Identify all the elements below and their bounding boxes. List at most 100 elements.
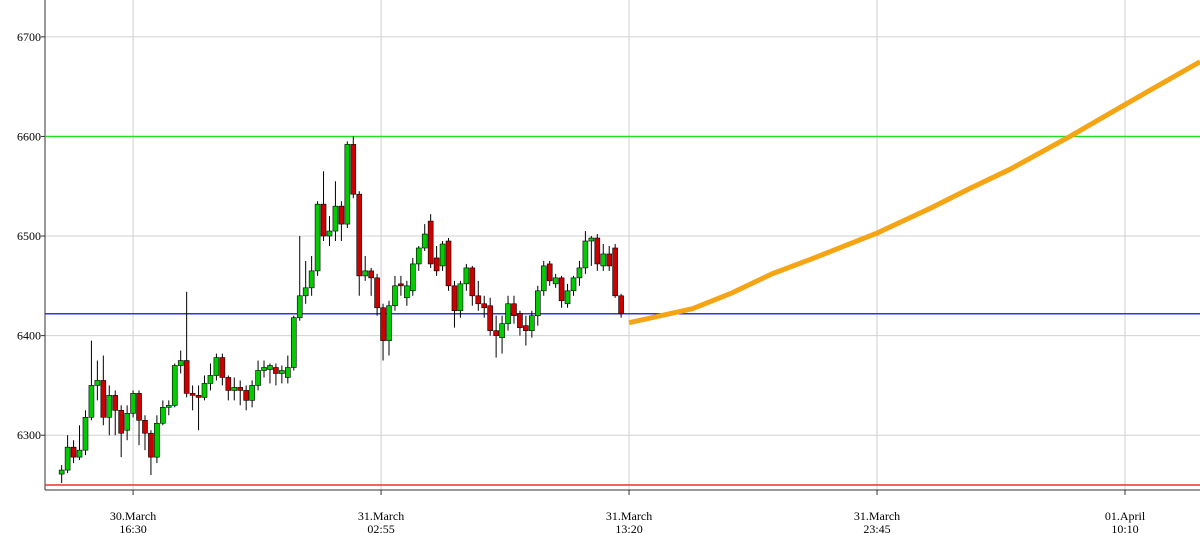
candle-body — [487, 305, 493, 331]
candle-body — [213, 357, 220, 376]
candle-body — [308, 270, 315, 289]
candle-body — [558, 277, 565, 302]
candle-body — [100, 380, 107, 418]
candle-body — [171, 365, 178, 406]
candle-body — [290, 317, 297, 368]
candle-body — [618, 295, 624, 315]
candle-body — [225, 377, 232, 391]
candle-body — [320, 203, 327, 237]
candle-body — [594, 237, 601, 265]
candle-body — [118, 410, 124, 434]
candle-body — [231, 387, 238, 391]
candle-body — [183, 360, 190, 394]
candle-body — [410, 263, 416, 292]
y-tick-label: 6700 — [17, 30, 41, 44]
candle-body — [136, 393, 142, 421]
candle-body — [201, 383, 208, 398]
candle-body — [338, 205, 345, 225]
candle-body — [517, 313, 523, 328]
candle-body — [160, 407, 166, 424]
y-tick-label: 6500 — [17, 229, 41, 243]
candle-body — [70, 446, 77, 458]
candle-body — [326, 230, 333, 237]
candle-body — [279, 370, 285, 374]
candle-body — [142, 419, 148, 434]
x-tick-label: 23:45 — [863, 522, 890, 533]
candle-body — [564, 290, 571, 305]
candle-body — [606, 253, 613, 267]
x-tick-label: 02:55 — [367, 522, 394, 533]
candle-body — [165, 405, 172, 408]
candle-body — [523, 325, 529, 331]
candle-body — [249, 385, 255, 401]
y-tick-label: 6600 — [17, 129, 41, 143]
candle-body — [368, 270, 374, 279]
candle-body — [588, 237, 595, 242]
candle-body — [64, 446, 71, 471]
candle-body — [505, 303, 511, 324]
candle-body — [475, 295, 482, 305]
candle-body — [540, 265, 547, 292]
candle-body — [445, 240, 452, 287]
candle-body — [267, 365, 273, 370]
candle-body — [427, 220, 434, 265]
candle-body — [296, 295, 303, 319]
candle-body — [273, 367, 279, 374]
x-tick-label: 30.March — [110, 509, 156, 523]
y-tick-label: 6300 — [17, 428, 41, 442]
candle-body — [356, 193, 363, 277]
candle-body — [529, 315, 535, 331]
candle-body — [433, 257, 440, 272]
candle-body — [570, 277, 577, 292]
x-tick-label: 10:10 — [1111, 522, 1138, 533]
candle-body — [130, 393, 136, 414]
candle-body — [493, 330, 499, 336]
candle-body — [600, 253, 607, 267]
candle-body — [106, 395, 113, 418]
candle-body — [112, 395, 119, 411]
candle-body — [612, 247, 618, 297]
candle-body — [546, 263, 553, 282]
candle-body — [552, 277, 559, 285]
candle-body — [469, 267, 476, 297]
candle-body — [219, 357, 226, 378]
x-tick-label: 16:30 — [119, 522, 146, 533]
candle-body — [207, 375, 214, 384]
candle-body — [386, 305, 392, 341]
candle-body — [463, 267, 470, 285]
x-tick-label: 31.March — [606, 509, 652, 523]
candle-body — [124, 413, 130, 431]
forecast-line — [628, 59, 1200, 326]
candle-body — [344, 144, 351, 225]
candle-body — [261, 367, 267, 371]
x-tick-label: 31.March — [854, 509, 900, 523]
x-tick-label: 13:20 — [615, 522, 642, 533]
candle-body — [451, 285, 458, 312]
candle-body — [511, 303, 517, 317]
candle-body — [255, 370, 261, 386]
candle-body — [499, 323, 505, 338]
candle-body — [404, 285, 410, 299]
candle-body — [148, 432, 154, 458]
candle-body — [392, 285, 398, 307]
candle-body — [332, 205, 339, 232]
candle-body — [154, 422, 160, 458]
candle-body — [374, 277, 380, 309]
candle-body — [94, 380, 101, 386]
candle-body — [189, 393, 196, 396]
candle-body — [350, 144, 357, 195]
candle-body — [398, 283, 404, 287]
x-tick-label: 01.April — [1105, 509, 1146, 523]
candle-body — [415, 247, 422, 265]
candle-body — [177, 360, 184, 366]
candle-body — [76, 449, 83, 458]
candle-body — [576, 267, 583, 279]
candle-body — [457, 283, 464, 312]
y-tick-label: 6400 — [17, 329, 41, 343]
candle-body — [82, 416, 89, 451]
candle-body — [243, 390, 249, 401]
candle-body — [439, 243, 446, 267]
candle-body — [195, 395, 202, 398]
candle-body — [380, 307, 386, 341]
